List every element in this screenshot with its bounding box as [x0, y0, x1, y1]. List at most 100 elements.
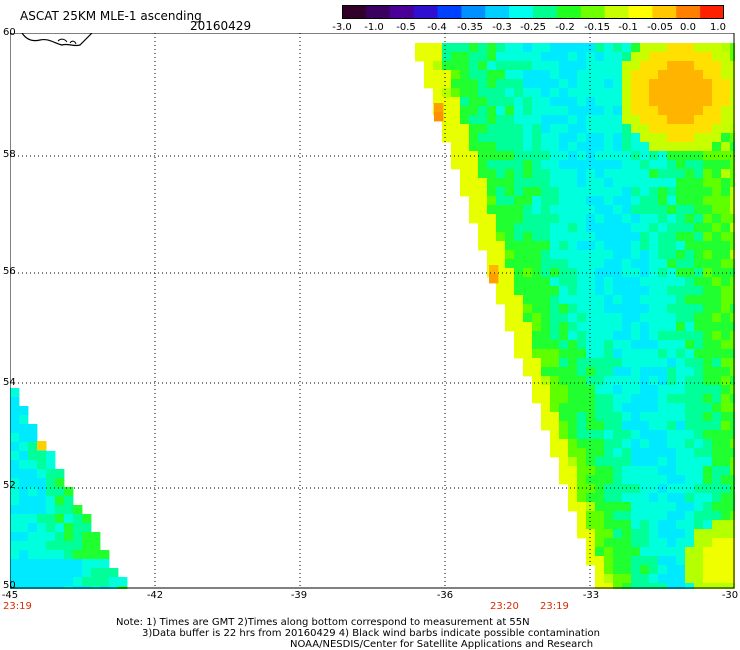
wind-cell: [559, 61, 569, 71]
wind-cell: [550, 178, 560, 188]
wind-cell: [568, 385, 578, 395]
wind-cell: [685, 70, 695, 80]
wind-cell: [514, 286, 524, 296]
wind-cell: [676, 313, 686, 323]
wind-cell: [685, 205, 695, 215]
wind-cell: [622, 394, 632, 404]
wind-cell: [667, 574, 677, 584]
wind-cell: [712, 106, 722, 116]
wind-cell: [712, 97, 722, 107]
wind-cell: [622, 97, 632, 107]
wind-cell: [649, 421, 659, 431]
wind-cell: [640, 52, 650, 62]
wind-cell: [613, 502, 623, 512]
wind-cell: [703, 439, 713, 449]
wind-cell: [667, 475, 677, 485]
wind-cell: [694, 556, 704, 566]
wind-cell: [712, 142, 722, 152]
wind-cell: [568, 412, 578, 422]
wind-cell: [595, 286, 605, 296]
wind-cell: [640, 484, 650, 494]
wind-cell: [676, 538, 686, 548]
wind-cell: [658, 556, 668, 566]
wind-cell: [82, 541, 92, 551]
wind-cell: [640, 313, 650, 323]
wind-cell: [676, 565, 686, 575]
wind-cell: [649, 430, 659, 440]
wind-cell: [559, 205, 569, 215]
wind-cell: [685, 394, 695, 404]
wind-cell: [667, 286, 677, 296]
wind-cell: [712, 502, 722, 512]
wind-cell: [559, 403, 569, 413]
wind-cell: [604, 304, 614, 314]
wind-cell: [64, 523, 74, 533]
wind-cell: [532, 52, 542, 62]
wind-cell: [631, 511, 641, 521]
wind-cell: [568, 304, 578, 314]
colorbar-label: -0.4: [427, 22, 447, 33]
wind-cell: [703, 187, 713, 197]
wind-cell: [604, 547, 614, 557]
wind-cell: [631, 457, 641, 467]
wind-cell: [622, 304, 632, 314]
wind-cell: [622, 367, 632, 377]
colorbar-swatch: [652, 5, 677, 19]
wind-cell: [712, 466, 722, 476]
wind-cell: [604, 43, 614, 53]
wind-cell: [649, 439, 659, 449]
wind-cell: [622, 493, 632, 503]
wind-cell: [694, 475, 704, 485]
wind-cell: [523, 178, 533, 188]
wind-cell: [487, 205, 497, 215]
wind-cell: [703, 547, 713, 557]
wind-cell: [676, 457, 686, 467]
wind-cell: [730, 286, 735, 296]
wind-cell: [730, 493, 735, 503]
wind-cell: [685, 574, 695, 584]
wind-cell: [541, 106, 551, 116]
wind-cell: [667, 358, 677, 368]
footnote-line-2: 3)Data buffer is 22 hrs from 20160429 4)…: [142, 628, 600, 639]
wind-cell: [685, 223, 695, 233]
wind-cell: [604, 106, 614, 116]
wind-cell: [577, 295, 587, 305]
wind-cell: [622, 538, 632, 548]
wind-cell: [694, 538, 704, 548]
wind-cell: [100, 577, 110, 587]
wind-cell: [667, 466, 677, 476]
wind-cell: [631, 151, 641, 161]
wind-cell: [703, 52, 713, 62]
wind-cell: [514, 133, 524, 143]
wind-cell: [496, 151, 506, 161]
wind-cell: [55, 478, 65, 488]
wind-cell: [667, 430, 677, 440]
wind-cell: [586, 457, 596, 467]
wind-cell: [631, 466, 641, 476]
wind-cell: [721, 196, 731, 206]
wind-cell: [649, 340, 659, 350]
wind-cell: [667, 556, 677, 566]
wind-cell: [676, 106, 686, 116]
wind-cell: [28, 532, 38, 542]
wind-cell: [604, 583, 614, 589]
wind-cell: [703, 412, 713, 422]
wind-cell: [685, 565, 695, 575]
wind-cell: [568, 178, 578, 188]
wind-cell: [64, 559, 74, 569]
wind-cell: [703, 223, 713, 233]
colorbar-label: -0.5: [396, 22, 416, 33]
wind-cell: [514, 70, 524, 80]
wind-cell: [532, 151, 542, 161]
wind-cell: [604, 79, 614, 89]
wind-cell: [640, 448, 650, 458]
wind-cell: [712, 178, 722, 188]
wind-cell: [640, 538, 650, 548]
wind-cell: [514, 205, 524, 215]
wind-cell: [568, 142, 578, 152]
wind-cell: [541, 232, 551, 242]
wind-cell: [595, 520, 605, 530]
wind-cell: [712, 367, 722, 377]
wind-cell: [694, 574, 704, 584]
wind-cell: [541, 295, 551, 305]
